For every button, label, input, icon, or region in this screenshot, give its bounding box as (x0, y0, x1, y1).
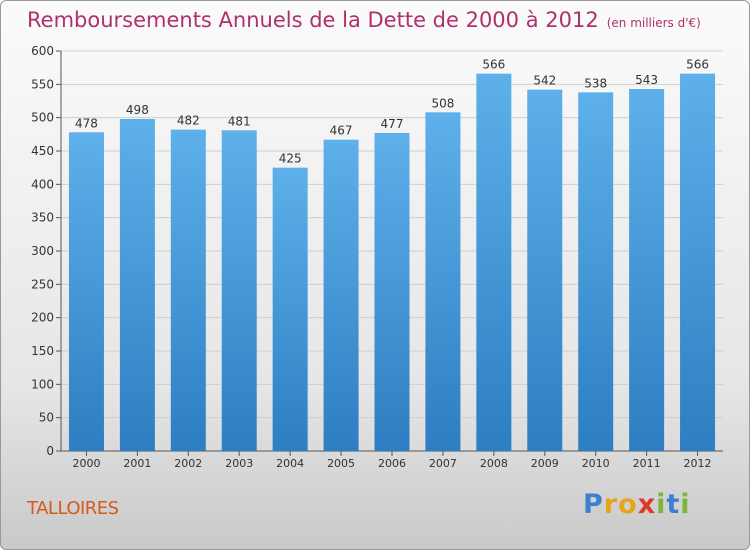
x-tick-label: 2005 (327, 457, 355, 470)
y-tick-label: 600 (31, 44, 54, 58)
bar-value-label: 498 (126, 103, 149, 117)
logo-letter: P (583, 489, 604, 520)
x-tick-label: 2003 (225, 457, 253, 470)
bar-value-label: 482 (177, 114, 200, 128)
y-tick-label: 50 (39, 411, 54, 425)
bar (323, 139, 359, 451)
x-tick-label: 2009 (531, 457, 559, 470)
x-tick-label: 2006 (378, 457, 406, 470)
x-tick-label: 2008 (480, 457, 508, 470)
bar-value-label: 481 (228, 114, 251, 128)
bar (119, 119, 155, 451)
y-tick-label: 250 (31, 277, 54, 291)
x-tick-label: 2011 (633, 457, 661, 470)
bar-value-label: 543 (635, 73, 658, 87)
bar-value-label: 477 (381, 117, 404, 131)
bar (272, 167, 308, 451)
y-tick-label: 500 (31, 111, 54, 125)
x-tick-label: 2000 (72, 457, 100, 470)
y-tick-label: 550 (31, 77, 54, 91)
y-tick-label: 400 (31, 177, 54, 191)
bar-value-label: 542 (533, 74, 556, 88)
x-tick-label: 2007 (429, 457, 457, 470)
bar-value-label: 538 (584, 76, 607, 90)
logo-letter: r (603, 489, 619, 520)
bar-value-label: 467 (330, 124, 353, 138)
bar (476, 73, 512, 452)
bar-value-label: 566 (686, 58, 709, 72)
bar (425, 112, 461, 451)
proxiti-logo: Proxiti (583, 489, 691, 520)
bar (68, 132, 104, 452)
y-tick-label: 450 (31, 144, 54, 158)
logo-letter: o (618, 489, 638, 520)
bar (221, 130, 257, 452)
x-tick-label: 2010 (582, 457, 610, 470)
x-tick-label: 2012 (684, 457, 712, 470)
y-tick-label: 300 (31, 244, 54, 258)
chart-title-text: Remboursements Annuels de la Dette de 20… (27, 8, 599, 32)
x-tick-label: 2004 (276, 457, 304, 470)
bar-value-label: 478 (75, 116, 98, 130)
logo-letter: i (656, 489, 667, 520)
logo-letter: i (680, 489, 691, 520)
bar (527, 89, 563, 452)
bar (170, 129, 206, 451)
y-tick-label: 100 (31, 377, 54, 391)
x-tick-label: 2002 (174, 457, 202, 470)
bar (680, 73, 716, 452)
commune-label: TALLOIRES (27, 498, 119, 519)
y-tick-label: 0 (46, 444, 54, 458)
logo-letter: x (637, 489, 657, 520)
y-tick-label: 150 (31, 344, 54, 358)
bar (578, 92, 614, 451)
bar (629, 89, 665, 451)
bar-value-label: 508 (431, 96, 454, 110)
chart-subtitle: (en milliers d'€) (606, 16, 701, 30)
bar-value-label: 566 (482, 58, 505, 72)
y-tick-label: 200 (31, 311, 54, 325)
y-tick-label: 350 (31, 211, 54, 225)
logo-letter: t (666, 489, 681, 520)
bar-value-label: 425 (279, 152, 302, 166)
chart-title: Remboursements Annuels de la Dette de 20… (27, 8, 701, 32)
x-tick-label: 2001 (123, 457, 151, 470)
bar (374, 133, 410, 451)
